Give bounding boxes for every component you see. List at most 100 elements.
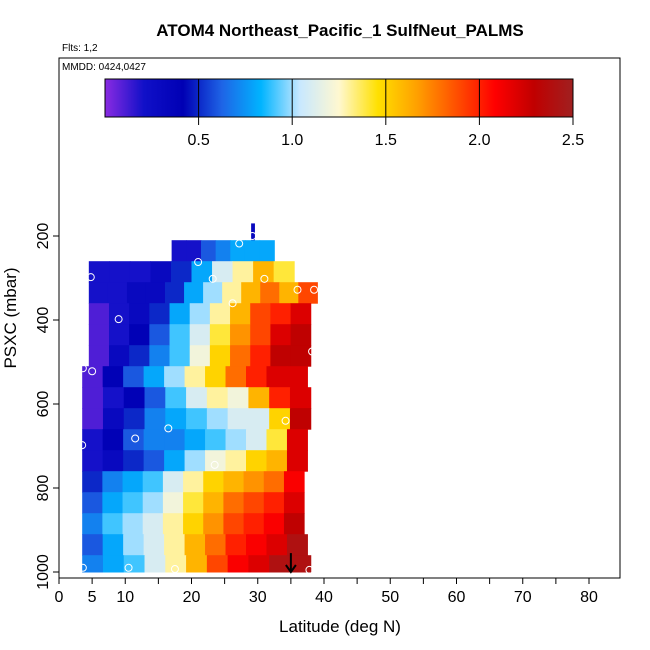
heatmap-cell [246, 366, 267, 388]
heatmap-cell [102, 366, 124, 388]
heatmap-cell [248, 408, 270, 430]
latitude-marker-arrow [285, 553, 297, 574]
colorbar-gradient [104, 78, 574, 118]
heatmap-cell [283, 492, 305, 514]
heatmap-cell [123, 429, 145, 451]
heatmap-cell [246, 429, 267, 451]
sample-points [78, 232, 319, 574]
heatmap-cell [223, 471, 245, 493]
heatmap-cell [246, 450, 267, 472]
x-tick-label: 40 [315, 589, 333, 606]
heatmap-cell [165, 408, 187, 430]
heatmap-cell [102, 408, 125, 430]
flights-label: Flts: 1,2 [62, 43, 98, 54]
heatmap-cell [162, 513, 184, 535]
heatmap-cell [283, 471, 305, 493]
colorbar-tick-label: 0.5 [187, 132, 209, 149]
sample-point [86, 273, 95, 282]
sample-point [308, 347, 317, 356]
heatmap-cell [263, 513, 285, 535]
heatmap-cell [82, 534, 104, 556]
sample-point [78, 364, 87, 373]
sample-point [208, 274, 217, 283]
y-tick-label: 800 [35, 475, 52, 502]
heatmap-cell [88, 282, 109, 304]
heatmap-cell [82, 471, 103, 493]
heatmap-cell [143, 534, 165, 556]
heatmap-cell [205, 429, 227, 451]
x-tick-label: 30 [249, 589, 267, 606]
heatmap-cell [289, 408, 312, 430]
heatmap-cell [286, 534, 308, 556]
heatmap-cell [144, 408, 166, 430]
heatmap-cell [122, 471, 144, 493]
heatmap-cell [241, 282, 261, 304]
x-tick-label: 70 [514, 589, 532, 606]
heatmap-cell [170, 261, 192, 283]
y-tick-label: 200 [35, 223, 52, 250]
heatmap-cell [82, 450, 104, 472]
heatmap-cell [266, 366, 288, 388]
heatmap-cell [250, 303, 271, 325]
sample-point [210, 460, 219, 469]
heatmap-cell [212, 261, 234, 283]
x-tick-label: 60 [448, 589, 466, 606]
heatmap-cell [88, 261, 110, 283]
sample-point [281, 416, 290, 425]
heatmap-cell [189, 324, 211, 346]
heatmap-cell [227, 387, 249, 409]
x-tick-label: 5 [88, 589, 97, 606]
heatmap-cell [227, 408, 249, 430]
heatmap-cell [144, 555, 166, 573]
x-axis-label: Latitude (deg N) [279, 617, 401, 636]
heatmap-cell [164, 366, 186, 388]
colorbar-tick-label: 2.5 [562, 132, 584, 149]
sample-point [228, 299, 237, 308]
heatmap-cell [169, 303, 191, 325]
y-axis-label: PSXC (mbar) [1, 267, 20, 368]
heatmap-cell [283, 513, 305, 535]
x-tick-label: 80 [580, 589, 598, 606]
heatmap-cell [102, 534, 124, 556]
heatmap-cell [243, 492, 265, 514]
chart-title: ATOM4 Northeast_Pacific_1 SulfNeut_PALMS [156, 21, 523, 40]
heatmap-cell [246, 534, 267, 556]
heatmap-cell [183, 471, 204, 493]
heatmap-cell [108, 324, 130, 346]
sample-point [248, 232, 257, 240]
x-tick-label: 20 [183, 589, 201, 606]
y-axis: 200 400 600 800 1000 [35, 223, 59, 590]
heatmap-cell [209, 303, 231, 325]
heatmap-cell [223, 513, 245, 535]
x-tick-label: 0 [55, 589, 64, 606]
heatmap-cell [164, 429, 186, 451]
sample-point [310, 285, 319, 294]
heatmap-cell [270, 324, 292, 346]
heatmap-cell [230, 345, 251, 367]
heatmap-cell [143, 366, 165, 388]
heatmap-cell [82, 387, 104, 409]
heatmap-cell [142, 471, 164, 493]
colorbar-ticks: 0.5 1.0 1.5 2.0 2.5 [187, 79, 584, 149]
sample-point [235, 239, 244, 248]
heatmap-cell [248, 387, 270, 409]
heatmap-cell [206, 408, 229, 430]
heatmap-cell [82, 408, 104, 430]
heatmap-cell [225, 534, 247, 556]
heatmap-cell [244, 240, 261, 262]
heatmap-cell [269, 387, 291, 409]
heatmap-cell [205, 534, 227, 556]
sample-point [78, 441, 87, 450]
heatmap-cell [82, 366, 104, 388]
heatmap-cell [266, 450, 288, 472]
x-tick-label: 10 [116, 589, 134, 606]
heatmap-cell [189, 345, 211, 367]
heatmap-cell [165, 387, 187, 409]
heatmap-cell [260, 282, 280, 304]
heatmap-cell [263, 471, 285, 493]
heatmap-cell [82, 513, 103, 535]
heatmap-cell [186, 240, 202, 262]
sample-point [124, 563, 133, 572]
heatmap-cell [269, 555, 291, 573]
